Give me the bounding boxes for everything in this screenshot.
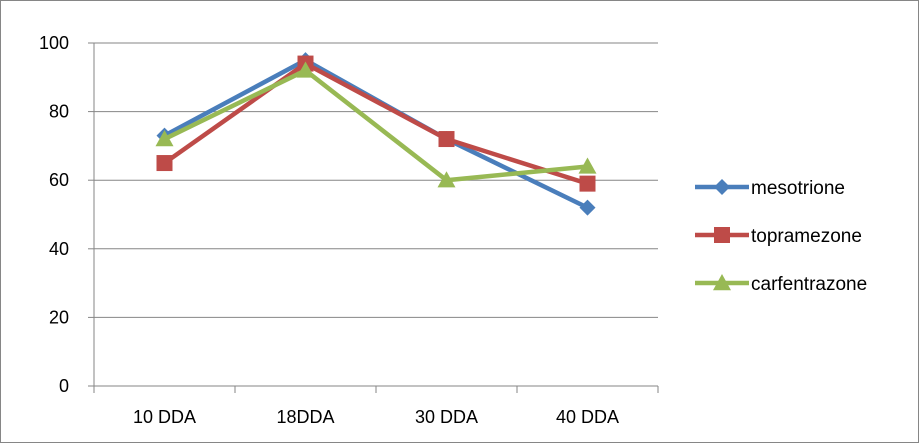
y-tick-label: 100 <box>39 33 69 53</box>
legend-marker <box>714 179 730 195</box>
data-point <box>578 157 597 174</box>
data-point <box>156 155 173 172</box>
y-tick-label: 60 <box>49 170 69 190</box>
legend-marker <box>713 274 731 291</box>
data-point <box>155 130 174 147</box>
y-tick-label: 80 <box>49 102 69 122</box>
series-line <box>162 68 590 183</box>
legend-item-topramezone: topramezone <box>695 226 862 247</box>
legend-label: topramezone <box>751 226 862 247</box>
axes: 0 20 40 60 80 100 10 DDA 18DDA 30 DDA 40 DDA <box>39 33 659 427</box>
y-tick-label: 20 <box>49 307 69 327</box>
x-tick-label: 10 DDA <box>133 407 196 427</box>
data-point <box>437 171 456 188</box>
series-group <box>155 52 597 216</box>
data-point <box>579 175 596 192</box>
series-carfentrazone <box>155 61 597 188</box>
x-tick-label: 18DDA <box>276 407 334 427</box>
legend-label: mesotrione <box>751 178 845 199</box>
gridlines <box>94 42 658 318</box>
legend-item-mesotrione: mesotrione <box>695 178 845 199</box>
data-point <box>296 61 315 78</box>
x-tick-label: 30 DDA <box>415 407 478 427</box>
data-point <box>438 131 455 148</box>
series-mesotrione <box>156 52 596 216</box>
series-topramezone <box>156 55 596 192</box>
y-tick-label: 0 <box>59 376 69 396</box>
legend-marker <box>714 227 730 243</box>
y-tick-label: 40 <box>49 239 69 259</box>
x-tick-label: 40 DDA <box>556 407 619 427</box>
legend-label: carfentrazone <box>751 274 867 295</box>
data-point <box>579 199 596 216</box>
series-line <box>162 61 590 186</box>
legend-item-carfentrazone: carfentrazone <box>695 274 867 295</box>
legend: mesotrione topramezone carfentrazone <box>695 178 867 295</box>
series-line <box>162 57 590 210</box>
